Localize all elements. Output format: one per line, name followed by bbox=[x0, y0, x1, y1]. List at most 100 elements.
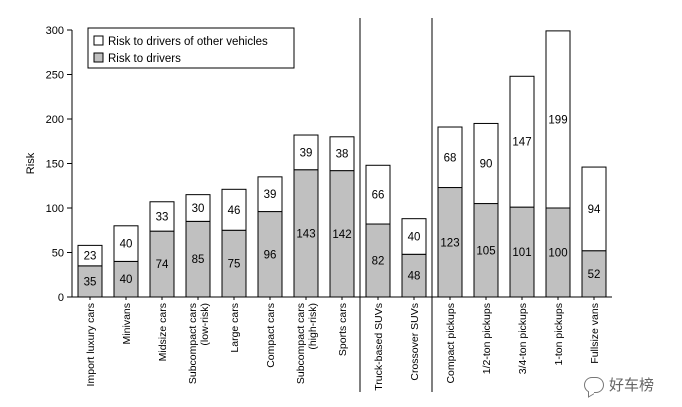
bar-segment-other-vehicles bbox=[293, 134, 319, 171]
data-label-other-vehicles: 46 bbox=[228, 205, 241, 217]
bar-segment-other-vehicles bbox=[365, 164, 391, 225]
data-label-drivers: 40 bbox=[120, 274, 133, 286]
bar-segment-drivers bbox=[581, 250, 607, 298]
y-tick-label: 300 bbox=[46, 25, 64, 37]
bar-segment-drivers bbox=[185, 220, 211, 298]
category-label: Truck-based SUVs bbox=[373, 303, 385, 391]
bar-segment-other-vehicles bbox=[257, 176, 283, 213]
bar-segment-other-vehicles bbox=[113, 225, 139, 262]
bar-segment-other-vehicles bbox=[581, 166, 607, 252]
y-axis-label: Risk bbox=[25, 152, 37, 174]
category-label: Subcompact cars (high-risk) bbox=[295, 303, 319, 384]
category-label: 3/4-ton pickups bbox=[517, 303, 529, 374]
category-label: Crossover SUVs bbox=[409, 303, 421, 381]
data-label-drivers: 52 bbox=[588, 269, 601, 281]
category-label-line: (high-risk) bbox=[307, 303, 319, 350]
category-label-line: (low-risk) bbox=[199, 303, 211, 346]
bar-segment-other-vehicles bbox=[401, 218, 427, 255]
data-label-other-vehicles: 40 bbox=[408, 231, 421, 243]
data-label-other-vehicles: 33 bbox=[156, 211, 169, 223]
chart-category-labels: Import luxury cars Minivans Midsize cars Su… bbox=[85, 303, 601, 391]
category-label-line: Sports cars bbox=[337, 303, 349, 356]
data-label-other-vehicles: 147 bbox=[512, 137, 531, 149]
bar-segment-drivers bbox=[365, 223, 391, 298]
data-label-drivers: 48 bbox=[408, 271, 421, 283]
data-label-other-vehicles: 30 bbox=[192, 203, 205, 215]
y-tick-label: 0 bbox=[58, 292, 64, 304]
bar-segment-other-vehicles bbox=[149, 201, 175, 232]
bar-segment-drivers bbox=[293, 169, 319, 298]
data-label-drivers: 85 bbox=[192, 254, 205, 266]
y-tick-label: 150 bbox=[46, 159, 64, 171]
y-tick-label: 200 bbox=[46, 114, 64, 126]
category-label: 1/2-ton pickups bbox=[481, 303, 493, 374]
data-label-other-vehicles: 199 bbox=[548, 114, 567, 126]
bar-segment-other-vehicles bbox=[77, 244, 103, 267]
category-label: Large cars bbox=[229, 303, 241, 353]
data-label-other-vehicles: 39 bbox=[300, 147, 313, 159]
category-label-line: Subcompact cars bbox=[187, 303, 199, 384]
data-label-drivers: 123 bbox=[440, 237, 459, 249]
bar-segment-other-vehicles bbox=[329, 136, 355, 172]
data-label-other-vehicles: 39 bbox=[264, 189, 277, 201]
data-label-drivers: 35 bbox=[84, 276, 97, 288]
category-label-line: Large cars bbox=[229, 303, 241, 353]
data-label-other-vehicles: 94 bbox=[588, 204, 601, 216]
legend-entry: Risk to drivers of other vehicles bbox=[108, 36, 268, 48]
data-label-drivers: 143 bbox=[296, 228, 315, 240]
watermark-text: 好车榜 bbox=[608, 376, 654, 394]
bar-segment-drivers bbox=[437, 187, 463, 298]
category-label: Import luxury cars bbox=[85, 303, 97, 386]
y-tick-label: 100 bbox=[46, 203, 64, 215]
category-label-line: Fullsize vans bbox=[589, 303, 601, 364]
chart-legend: Risk to drivers of other vehicles Risk to… bbox=[87, 27, 295, 69]
data-label-drivers: 142 bbox=[332, 229, 351, 241]
bar-segment-other-vehicles bbox=[545, 30, 571, 209]
category-label-line: 1/2-ton pickups bbox=[481, 303, 493, 374]
category-label-line: Minivans bbox=[121, 303, 133, 344]
bar-segment-other-vehicles bbox=[221, 188, 247, 231]
bar-segment-other-vehicles bbox=[473, 122, 499, 205]
data-label-drivers: 105 bbox=[476, 245, 495, 257]
category-label-line: 3/4-ton pickups bbox=[517, 303, 529, 374]
data-label-drivers: 82 bbox=[372, 256, 385, 268]
category-label: 1-ton pickups bbox=[553, 303, 565, 365]
category-label: Sports cars bbox=[337, 303, 349, 356]
category-label-line: Truck-based SUVs bbox=[373, 303, 385, 391]
data-label-other-vehicles: 23 bbox=[84, 251, 97, 263]
category-label-line: Compact pickups bbox=[445, 303, 457, 384]
watermark: 好车榜 bbox=[583, 374, 654, 395]
category-label: Midsize cars bbox=[157, 303, 169, 361]
bar-segment-drivers bbox=[329, 170, 355, 298]
chart-axes: 0 50 100 150 200 250 300 Risk bbox=[25, 18, 612, 392]
data-label-other-vehicles: 66 bbox=[372, 190, 385, 202]
y-tick-label: 50 bbox=[52, 248, 64, 260]
wechat-icon bbox=[583, 376, 604, 393]
category-label: Minivans bbox=[121, 303, 133, 344]
category-label: Compact cars bbox=[265, 303, 277, 368]
category-label: Subcompact cars (low-risk) bbox=[187, 303, 211, 384]
category-label-line: Midsize cars bbox=[157, 303, 169, 361]
data-label-other-vehicles: 68 bbox=[444, 152, 457, 164]
chart-bars: 35 23 40 40 74 33 85 30 75 46 96 39 143 39 142 38 82 66 48… bbox=[77, 30, 607, 298]
category-label: Compact pickups bbox=[445, 303, 457, 384]
legend-entry: Risk to drivers bbox=[108, 53, 181, 65]
category-label-line: Import luxury cars bbox=[85, 303, 97, 386]
data-label-drivers: 74 bbox=[156, 259, 169, 271]
data-label-other-vehicles: 90 bbox=[480, 159, 493, 171]
data-label-other-vehicles: 40 bbox=[120, 239, 133, 251]
data-label-other-vehicles: 38 bbox=[336, 149, 349, 161]
bar-segment-drivers bbox=[257, 211, 283, 298]
legend-swatch bbox=[93, 35, 104, 46]
category-label-line: Subcompact cars bbox=[295, 303, 307, 384]
bar-segment-drivers bbox=[113, 260, 139, 298]
category-label-line: 1-ton pickups bbox=[553, 303, 565, 365]
data-label-drivers: 96 bbox=[264, 249, 277, 261]
bar-segment-drivers bbox=[509, 206, 535, 298]
bar-segment-drivers bbox=[149, 230, 175, 298]
bar-segment-other-vehicles bbox=[509, 75, 535, 208]
legend-box bbox=[87, 27, 295, 69]
category-label-line: Crossover SUVs bbox=[409, 303, 421, 381]
bar-segment-other-vehicles bbox=[185, 194, 211, 222]
